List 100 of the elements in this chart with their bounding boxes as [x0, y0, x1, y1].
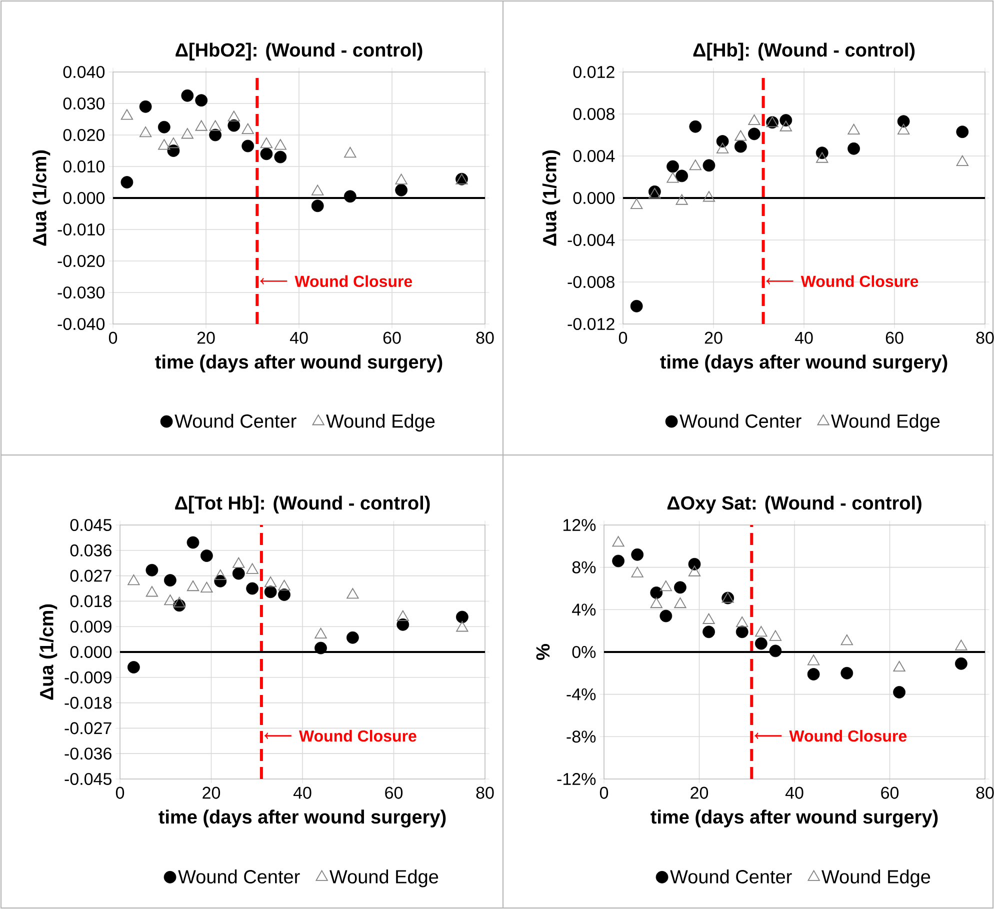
point — [660, 580, 672, 592]
point — [278, 580, 290, 590]
point — [702, 191, 716, 202]
x-tick-label: 60 — [881, 786, 899, 799]
point — [660, 610, 672, 622]
point — [612, 536, 624, 547]
point — [956, 126, 969, 138]
point — [755, 626, 768, 637]
y-tick-label: -0.045 — [64, 772, 112, 786]
point — [195, 94, 208, 107]
point — [754, 637, 768, 650]
y-tick-label: 0.000 — [70, 646, 112, 658]
point — [264, 586, 277, 598]
point — [688, 566, 701, 576]
x-tick-label: 20 — [202, 786, 220, 799]
ref-line-label: Wound Closure — [789, 730, 907, 742]
point — [816, 152, 828, 163]
y-axis-title: Δua (1/cm) — [542, 150, 560, 246]
point — [232, 567, 245, 580]
point — [676, 194, 688, 205]
chart-title: Δ[Tot Hb]: (Wound - control) — [175, 496, 430, 514]
chart-title: Δ[Hb]: (Wound - control) — [693, 42, 915, 60]
point — [780, 120, 792, 132]
y-tick-label: 0.020 — [63, 128, 105, 142]
point — [242, 140, 254, 152]
point — [346, 588, 359, 599]
point — [769, 644, 782, 658]
point — [120, 176, 134, 188]
point — [158, 139, 170, 150]
y-tick-label: 4% — [572, 604, 596, 616]
x-tick-label: 20 — [197, 332, 215, 344]
y-tick-label: -0.027 — [64, 722, 112, 734]
point — [807, 668, 820, 680]
point — [200, 582, 213, 592]
point — [139, 100, 152, 113]
point — [734, 140, 747, 153]
point — [650, 597, 662, 608]
y-axis-title: Δua (1/cm) — [32, 150, 50, 246]
point — [897, 115, 910, 128]
point — [139, 126, 152, 138]
point — [274, 139, 286, 150]
point — [674, 597, 686, 608]
y-tick-label: 0.000 — [573, 192, 615, 204]
point — [631, 548, 644, 561]
point — [186, 580, 200, 592]
point — [689, 160, 702, 170]
x-tick-label: 40 — [785, 786, 804, 799]
point — [173, 596, 186, 608]
legend-label: Wound Edge — [831, 414, 940, 432]
point — [260, 137, 273, 148]
x-tick-label: 40 — [293, 786, 312, 799]
point — [346, 631, 359, 644]
point — [893, 686, 906, 698]
y-tick-label: 0.036 — [70, 544, 112, 556]
point — [955, 640, 968, 650]
y-tick-label: 0.000 — [63, 192, 105, 204]
point — [736, 626, 748, 638]
x-tick-label: 0 — [618, 332, 628, 344]
point — [344, 190, 356, 203]
point — [650, 586, 663, 599]
point — [128, 574, 140, 586]
point — [674, 581, 686, 594]
point — [311, 200, 324, 212]
y-tick-label: 0.045 — [70, 518, 112, 532]
point — [209, 128, 222, 142]
point — [702, 613, 715, 624]
y-tick-label: 0.010 — [63, 160, 105, 173]
y-tick-label: -0.018 — [64, 696, 112, 709]
point — [264, 576, 277, 588]
point — [716, 142, 729, 154]
point — [164, 574, 176, 587]
point — [689, 120, 702, 133]
y-tick-label: 0.009 — [70, 620, 112, 633]
point — [893, 660, 906, 672]
y-tick-label: 0% — [572, 646, 596, 658]
y-tick-label: -0.008 — [568, 276, 614, 288]
point — [456, 610, 468, 624]
y-tick-label: 0.018 — [70, 595, 112, 608]
legend-label: Wound Center — [670, 870, 792, 884]
point — [146, 564, 158, 576]
point — [146, 586, 158, 597]
point — [688, 558, 701, 570]
ref-line-label: Wound Closure — [800, 275, 918, 288]
legend-label: Wound Center — [174, 414, 296, 428]
point — [676, 170, 688, 182]
chart-title: Δ[HbO2]: (Wound - control) — [176, 42, 422, 60]
point — [395, 174, 408, 184]
ref-line-label: Wound Closure — [298, 730, 416, 742]
y-tick-label: -0.036 — [64, 748, 112, 760]
point — [734, 130, 747, 141]
y-tick-label: 0.030 — [63, 97, 105, 110]
x-tick-label: 80 — [976, 332, 994, 344]
point — [209, 120, 222, 131]
x-tick-label: 80 — [476, 332, 494, 344]
x-axis-title: time (days after wound surgery) — [650, 810, 938, 828]
point — [395, 184, 408, 196]
ref-line-label: Wound Closure — [294, 275, 412, 288]
point — [848, 124, 860, 134]
point — [769, 630, 782, 641]
point — [666, 172, 679, 183]
